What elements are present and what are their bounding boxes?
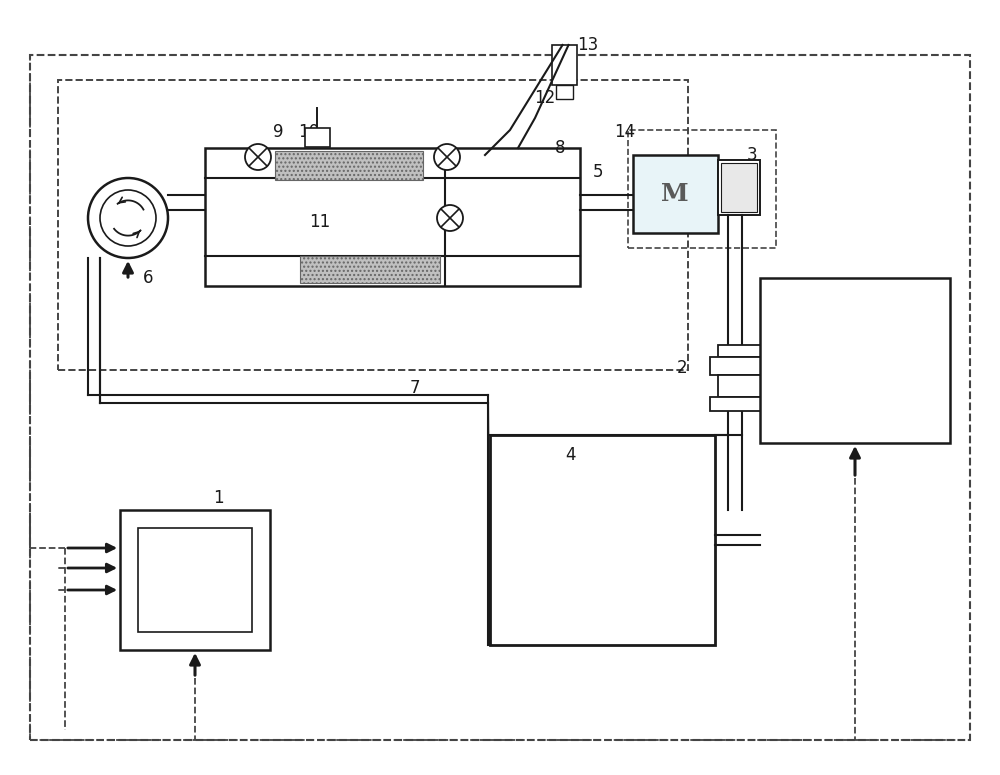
Text: 2: 2 (677, 359, 687, 377)
Circle shape (437, 205, 463, 231)
Text: 11: 11 (309, 213, 331, 231)
Text: 7: 7 (410, 379, 420, 397)
Circle shape (434, 144, 460, 170)
Circle shape (100, 190, 156, 246)
Bar (490, 435, 715, 645)
Bar (718, 375, 764, 397)
Bar (275, 151, 423, 180)
Text: 4: 4 (565, 446, 575, 464)
Bar (718, 345, 764, 357)
Bar (710, 357, 772, 375)
Bar (300, 256, 440, 283)
Bar (552, 45, 577, 85)
Text: 13: 13 (577, 36, 599, 54)
Bar (628, 130, 776, 248)
Bar (710, 397, 772, 411)
Bar (205, 148, 580, 286)
Bar (120, 510, 270, 650)
Text: 12: 12 (534, 89, 556, 107)
Text: 8: 8 (555, 139, 565, 157)
Bar (718, 160, 760, 215)
Text: 1: 1 (213, 489, 223, 507)
Bar (58, 80, 688, 370)
Text: 14: 14 (614, 123, 636, 141)
Text: 3: 3 (747, 146, 757, 164)
Text: M: M (661, 182, 689, 206)
Bar (30, 55, 970, 740)
Circle shape (88, 178, 168, 258)
Circle shape (245, 144, 271, 170)
Text: 10: 10 (298, 123, 320, 141)
Bar (305, 128, 330, 147)
Text: 5: 5 (593, 163, 603, 181)
Bar (138, 528, 252, 632)
Bar (556, 85, 573, 99)
Bar (633, 155, 718, 233)
Text: 6: 6 (143, 269, 153, 287)
Bar (760, 278, 950, 443)
Text: 9: 9 (273, 123, 283, 141)
Bar (721, 163, 757, 212)
